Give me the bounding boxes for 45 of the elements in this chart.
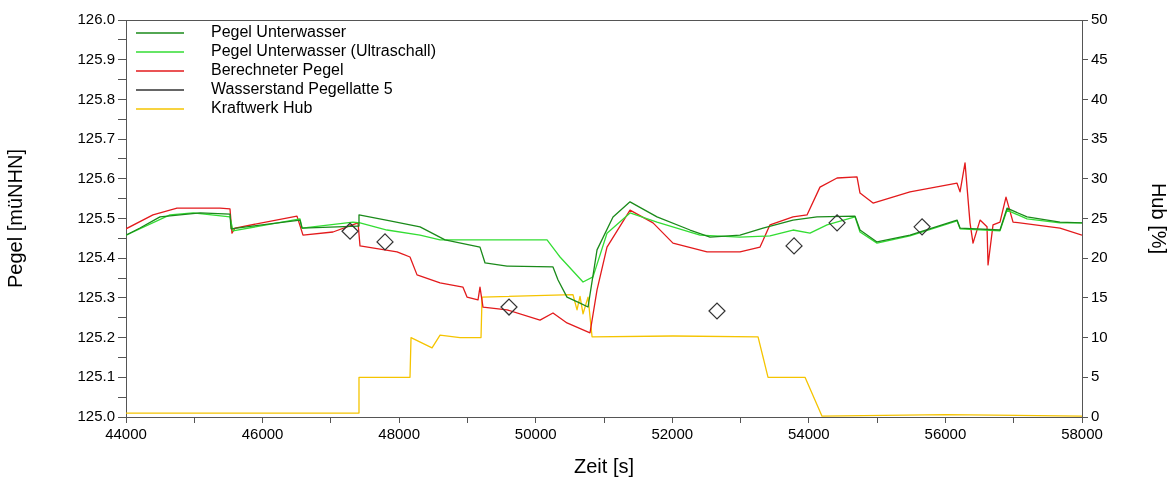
- point: [708, 302, 726, 320]
- point: [500, 298, 518, 316]
- y-tick-label: 125.5: [77, 208, 115, 226]
- y2-tick-label: 10: [1091, 327, 1108, 345]
- y2-tick-label: 45: [1091, 49, 1108, 67]
- x-tick-label: 44000: [105, 425, 147, 443]
- y2-tick-label: 20: [1091, 248, 1108, 266]
- y-tick-label: 125.8: [77, 89, 115, 107]
- legend-label: Wasserstand Pegellatte 5: [211, 80, 393, 98]
- y2-tick-label: 5: [1091, 367, 1100, 385]
- y-tick-label: 126.0: [77, 10, 115, 28]
- legend-label: Pegel Unterwasser: [211, 23, 347, 41]
- y2-tick-label: 30: [1091, 168, 1108, 186]
- y-tick-label: 125.2: [77, 327, 115, 345]
- x-tick-label: 56000: [924, 425, 967, 443]
- legend-label: Berechneter Pegel: [211, 61, 344, 79]
- point: [376, 233, 394, 251]
- y2-axis-title: Hub [%]: [1148, 182, 1171, 255]
- x-tick-label: 46000: [241, 425, 284, 443]
- y-tick-label: 125.1: [77, 367, 115, 385]
- y2-tick-label: 50: [1091, 10, 1108, 28]
- x-tick-label: 58000: [1061, 425, 1103, 443]
- point: [828, 214, 846, 232]
- x-tick-label: 54000: [788, 425, 830, 443]
- y-tick-label: 125.3: [77, 288, 115, 306]
- y-tick-label: 125.7: [77, 129, 115, 147]
- y2-tick-label: 25: [1091, 208, 1108, 226]
- point: [785, 237, 803, 255]
- point: [913, 218, 931, 236]
- legend-label: Kraftwerk Hub: [211, 99, 313, 117]
- y2-tick-label: 35: [1091, 129, 1108, 147]
- y2-tick-label: 40: [1091, 89, 1108, 107]
- y-tick-label: 125.4: [77, 248, 115, 266]
- point: [341, 222, 359, 240]
- legend-label: Pegel Unterwasser (Ultraschall): [211, 42, 436, 60]
- y-axis-title: Pegel [müNHN]: [3, 149, 26, 288]
- y-tick-label: 125.9: [77, 49, 115, 67]
- x-tick-label: 52000: [651, 425, 694, 443]
- x-tick-label: 50000: [514, 425, 557, 443]
- y-tick-label: 125.0: [77, 407, 115, 425]
- y-tick-label: 125.6: [77, 168, 115, 186]
- x-tick-label: 48000: [378, 425, 420, 443]
- y2-tick-label: 0: [1091, 407, 1100, 425]
- x-axis-title: Zeit [s]: [573, 454, 635, 477]
- y2-tick-label: 15: [1091, 288, 1108, 306]
